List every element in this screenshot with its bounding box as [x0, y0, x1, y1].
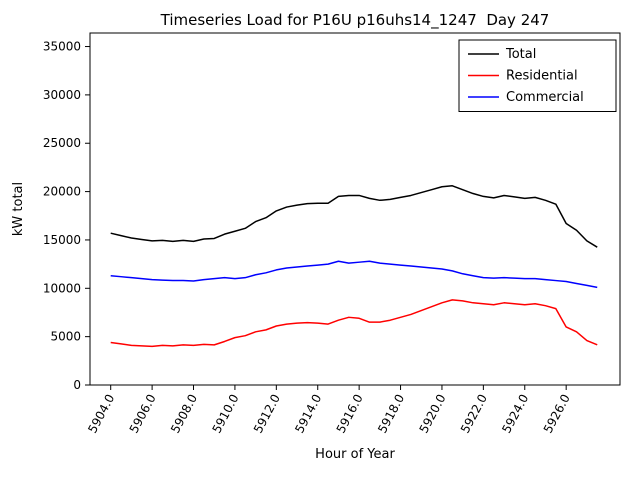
y-tick-label: 10000: [43, 281, 81, 295]
y-axis-label: kW total: [11, 182, 26, 236]
y-tick-label: 20000: [43, 185, 81, 199]
x-axis-label: Hour of Year: [315, 447, 395, 462]
x-tick-label: 5918.0: [375, 392, 407, 436]
y-tick-label: 5000: [50, 330, 81, 344]
x-tick-label: 5916.0: [334, 392, 366, 436]
series-line-commercial: [110, 260, 598, 289]
chart-title: Timeseries Load for P16U p16uhs14_1247 D…: [160, 11, 550, 30]
series-line-residential: [110, 299, 598, 348]
y-tick-label: 30000: [43, 88, 81, 102]
x-tick-label: 5926.0: [541, 392, 573, 436]
y-tick-label: 25000: [43, 136, 81, 150]
legend-label-total: Total: [505, 47, 536, 62]
x-tick-label: 5912.0: [251, 392, 283, 436]
x-tick-label: 5922.0: [458, 392, 490, 436]
plot-area: 0 5000 10000 15000 20000 25000 30000 35000 5904.…: [43, 32, 621, 436]
series-line-total: [110, 185, 598, 248]
legend-box: [458, 39, 617, 112]
x-tick-label: 5908.0: [168, 392, 200, 436]
legend-label-residential: Residential: [506, 69, 578, 84]
y-tick-label: 35000: [43, 40, 81, 54]
y-tick-label: 15000: [43, 233, 81, 247]
x-tick-label: 5906.0: [127, 392, 159, 436]
y-tick-label: 0: [73, 378, 81, 392]
x-tick-label: 5904.0: [85, 392, 117, 436]
x-tick-label: 5924.0: [499, 392, 531, 436]
legend-label-commercial: Commercial: [506, 90, 584, 105]
x-tick-label: 5914.0: [292, 392, 324, 436]
x-tick-label: 5910.0: [209, 392, 241, 436]
x-tick-label: 5920.0: [417, 392, 449, 436]
